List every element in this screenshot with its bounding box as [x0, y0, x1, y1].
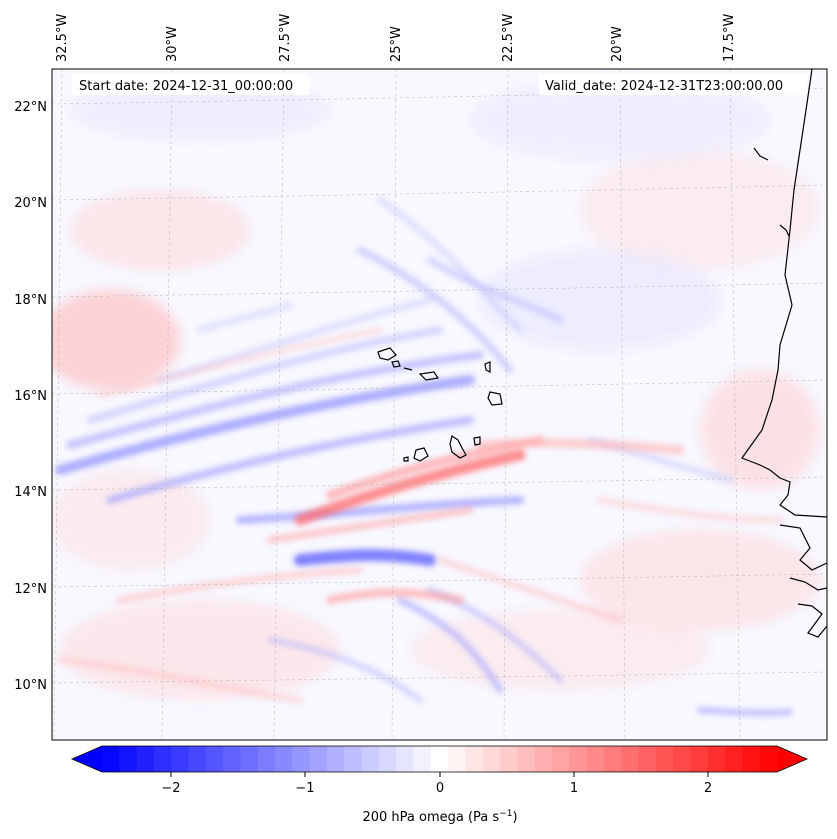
lon-label: 17.5°W — [722, 14, 737, 62]
colorbar-band — [482, 746, 501, 772]
colorbar-band — [621, 746, 640, 772]
colorbar-band — [569, 746, 588, 772]
lat-label: 14°N — [14, 485, 47, 500]
colorbar-band — [759, 746, 778, 772]
colorbar-band — [327, 746, 345, 772]
lon-label: 32.5°W — [55, 14, 70, 62]
colorbar-band — [102, 746, 120, 772]
lon-label: 27.5°W — [278, 14, 293, 62]
lon-label: 30°W — [165, 26, 180, 62]
colorbar-tick-label: −2 — [161, 781, 180, 796]
colorbar-band — [188, 746, 207, 772]
colorbar-band — [534, 746, 553, 772]
colorbar-band — [309, 746, 328, 772]
colorbar-band — [552, 746, 570, 772]
lat-label: 22°N — [14, 100, 47, 115]
start-date-box — [72, 74, 309, 95]
colorbar-tick-label: 1 — [570, 781, 578, 796]
colorbar-band — [275, 746, 293, 772]
colorbar-label-close: ) — [512, 810, 517, 825]
colorbar-band — [378, 746, 397, 772]
colorbar-band — [655, 746, 674, 772]
colorbar-band — [153, 746, 172, 772]
colorbar-label: 200 hPa omega (Pa s−1) — [362, 809, 517, 825]
lon-label: 20°W — [610, 26, 625, 62]
lat-label: 12°N — [14, 582, 47, 597]
colorbar-band — [465, 746, 484, 772]
lat-label: 18°N — [14, 293, 47, 308]
lon-labels: 32.5°W 30°W 27.5°W 25°W 22.5°W 20°W 17.5… — [55, 14, 737, 62]
colorbar-band — [292, 746, 311, 772]
colorbar-band — [396, 746, 415, 772]
colorbar-tick-label: −1 — [295, 781, 314, 796]
lat-label: 10°N — [14, 678, 47, 693]
map-panel: Start date: 2024-12-31_00:00:00 Valid_da… — [14, 14, 828, 741]
colorbar-label-text: 200 hPa omega (Pa s — [362, 810, 499, 825]
colorbar-band — [205, 746, 224, 772]
colorbar-band — [725, 746, 743, 772]
colorbar-extend-max — [777, 746, 807, 772]
colorbar-band — [603, 746, 622, 772]
colorbar-band — [240, 746, 259, 772]
colorbar-band — [344, 746, 363, 772]
start-date-label: Start date: 2024-12-31_00:00:00 — [79, 79, 293, 94]
coastline-africa — [741, 69, 827, 638]
colorbar-ticks — [170, 772, 709, 777]
colorbar-label-exponent: −1 — [499, 809, 512, 819]
colorbar-band — [223, 746, 242, 772]
lon-label: 25°W — [389, 26, 404, 62]
valid-date-box — [539, 74, 807, 95]
colorbar-extend-min — [72, 746, 102, 772]
colorbar-band — [586, 746, 605, 772]
colorbar-band — [638, 746, 657, 772]
lat-label: 16°N — [14, 389, 47, 404]
colorbar-band — [136, 746, 155, 772]
colorbar-band — [673, 746, 692, 772]
colorbar-band — [119, 746, 138, 772]
lat-labels: 22°N 20°N 18°N 16°N 14°N 12°N 10°N — [14, 100, 47, 693]
colorbar-band — [448, 746, 467, 772]
colorbar-band — [361, 746, 380, 772]
colorbar: −2 −1 0 1 2 200 hPa omega (Pa s−1) — [70, 745, 809, 825]
colorbar-tick-label: 0 — [436, 781, 444, 796]
lon-label: 22.5°W — [501, 14, 516, 62]
colorbar-band — [742, 746, 761, 772]
colorbar-outline — [70, 745, 809, 773]
coastline-cape-verde — [377, 347, 503, 462]
colorbar-band — [690, 746, 709, 772]
colorbar-band — [413, 746, 432, 772]
colorbar-tick-label: 2 — [704, 781, 712, 796]
colorbar-bands — [102, 746, 778, 772]
colorbar-band — [517, 746, 536, 772]
colorbar-band — [171, 746, 190, 772]
lat-label: 20°N — [14, 196, 47, 211]
omega-field — [52, 69, 827, 740]
colorbar-band — [500, 746, 518, 772]
colorbar-band — [707, 746, 726, 772]
graticule — [52, 69, 827, 740]
colorbar-band — [430, 746, 449, 772]
valid-date-label: Valid_date: 2024-12-31T23:00:00.00 — [545, 79, 783, 94]
map-frame — [51, 68, 828, 741]
colorbar-band — [257, 746, 276, 772]
